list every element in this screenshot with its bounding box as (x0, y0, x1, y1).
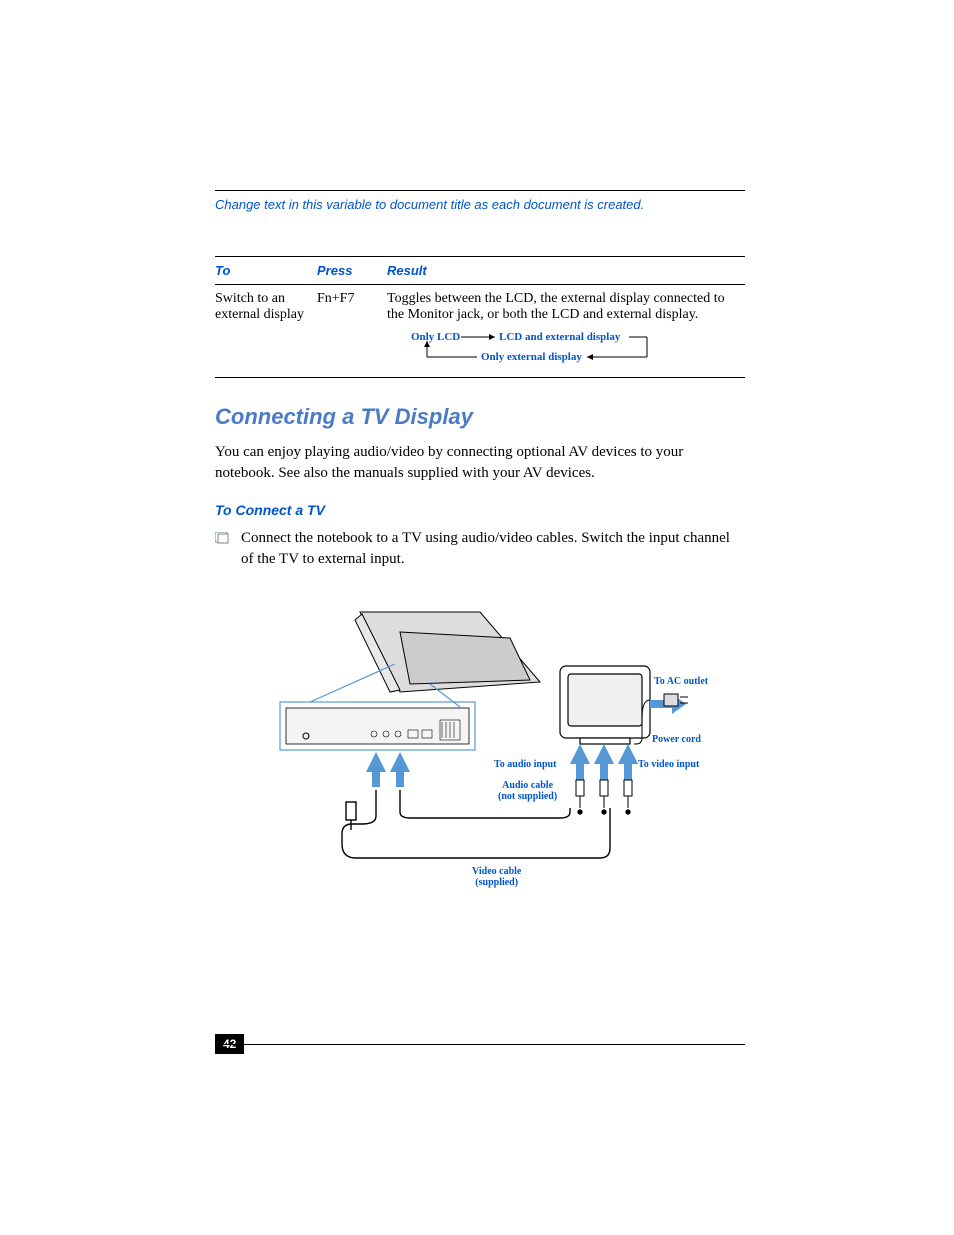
bullet-text: Connect the notebook to a TV using audio… (241, 528, 745, 570)
cell-to: Switch to an external display (215, 285, 317, 378)
fn-key-table: To Press Result Switch to an external di… (215, 256, 745, 378)
toggle-cycle-diagram: Only LCD LCD and external display Only e… (387, 327, 737, 367)
label-to-video: To video input (638, 759, 699, 770)
tv-icon (560, 666, 650, 744)
table-row: Switch to an external display Fn+F7 Togg… (215, 285, 745, 378)
header-variable-text: Change text in this variable to document… (215, 197, 745, 212)
bullet-item: Connect the notebook to a TV using audio… (215, 528, 745, 570)
cell-press: Fn+F7 (317, 285, 387, 378)
toggle-label-lcd-ext: LCD and external display (499, 331, 620, 343)
label-to-ac: To AC outlet (654, 676, 708, 687)
top-rule (215, 190, 745, 191)
col-header-result: Result (387, 257, 745, 285)
label-power-cord: Power cord (652, 734, 701, 745)
toggle-label-only-ext: Only external display (481, 351, 582, 363)
tv-arrows (570, 744, 638, 780)
laptop-icon (355, 612, 540, 692)
cables (342, 790, 630, 858)
col-header-to: To (215, 257, 317, 285)
bullet-icon (215, 531, 229, 570)
section-intro: You can enjoy playing audio/video by con… (215, 442, 745, 484)
col-header-press: Press (317, 257, 387, 285)
port-panel (280, 702, 475, 750)
subsection-heading: To Connect a TV (215, 502, 745, 518)
port-arrows (366, 752, 410, 787)
cell-result: Toggles between the LCD, the external di… (387, 285, 745, 378)
label-audio-cable: Audio cable(not supplied) (498, 780, 557, 802)
label-video-cable: Video cable(supplied) (472, 866, 521, 888)
connection-illustration: To AC outlet Power cord To video input T… (250, 592, 710, 892)
section-heading: Connecting a TV Display (215, 404, 745, 430)
page-content: Change text in this variable to document… (215, 190, 745, 892)
label-to-audio: To audio input (494, 759, 556, 770)
jack-icons (576, 780, 632, 808)
toggle-label-only-lcd: Only LCD (411, 331, 460, 343)
footer-rule (215, 1044, 745, 1045)
